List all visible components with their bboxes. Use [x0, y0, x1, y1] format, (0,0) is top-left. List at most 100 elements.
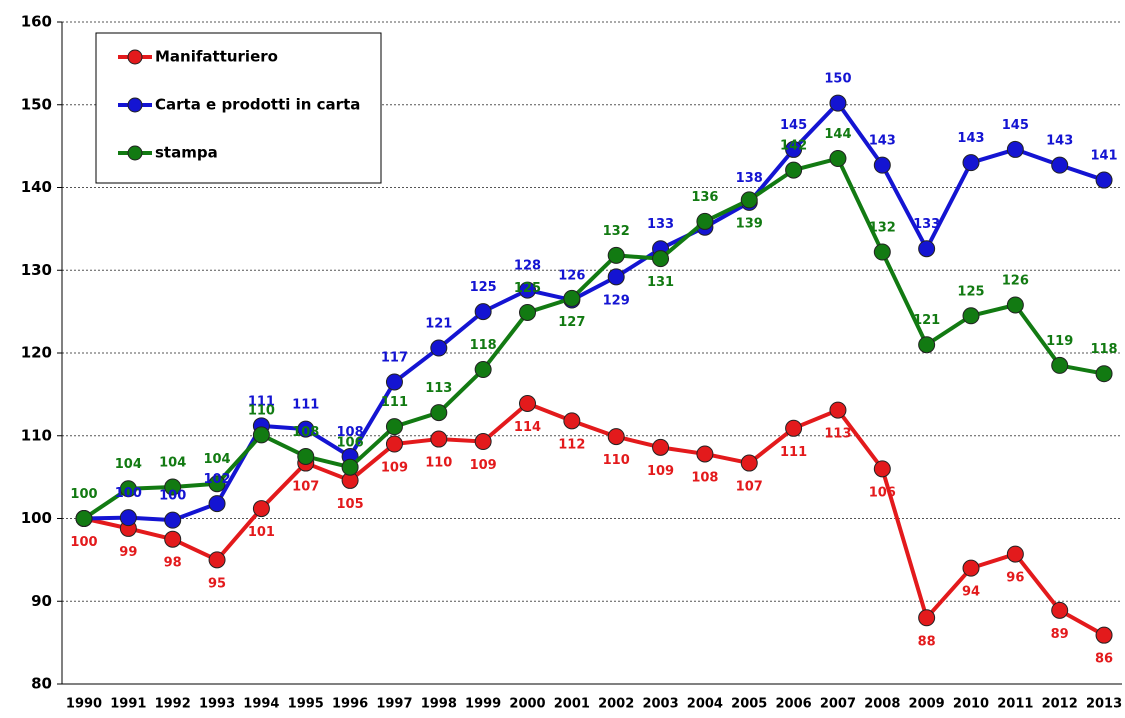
x-tick-label: 2001	[554, 697, 590, 712]
value-label: 125	[514, 281, 541, 296]
x-tick-label: 1999	[465, 697, 501, 712]
marker	[563, 289, 581, 307]
marker	[1095, 365, 1113, 383]
marker	[474, 303, 492, 321]
y-tick-label: 160	[21, 13, 52, 31]
marker	[918, 336, 936, 354]
marker	[607, 246, 625, 264]
value-label: 106	[869, 485, 896, 500]
x-tick-label: 2010	[953, 697, 989, 712]
marker	[164, 530, 182, 548]
marker	[785, 140, 803, 158]
value-label: 127	[558, 315, 585, 330]
value-label: 132	[603, 224, 630, 239]
marker	[474, 433, 492, 451]
marker	[164, 478, 182, 496]
marker	[918, 609, 936, 627]
value-label: 108	[292, 425, 319, 440]
y-tick-label: 100	[21, 509, 52, 527]
marker	[607, 268, 625, 286]
value-label: 104	[115, 457, 142, 472]
x-tick-label: 1991	[110, 697, 146, 712]
value-label: 121	[425, 317, 452, 332]
y-tick-label: 120	[21, 344, 52, 362]
y-tick-label: 90	[31, 592, 52, 610]
marker	[341, 458, 359, 476]
marker	[519, 303, 536, 321]
x-tick-label: 2013	[1086, 697, 1122, 712]
value-label: 150	[824, 72, 851, 87]
value-label: 98	[164, 556, 182, 571]
marker	[1051, 356, 1069, 374]
value-label: 143	[1046, 134, 1073, 149]
value-label: 143	[869, 134, 896, 149]
value-label: 100	[159, 489, 186, 504]
marker	[1051, 156, 1069, 174]
x-tick-label: 1995	[288, 697, 324, 712]
value-label: 101	[248, 525, 275, 540]
x-tick-label: 2005	[731, 697, 767, 712]
marker	[430, 430, 448, 448]
value-label: 131	[647, 275, 674, 290]
value-label: 109	[381, 461, 408, 476]
x-tick-label: 2007	[820, 697, 856, 712]
value-label: 107	[292, 480, 319, 495]
marker	[474, 361, 492, 379]
value-label: 107	[736, 480, 763, 495]
value-label: 125	[957, 284, 984, 299]
legend-label: Carta e prodotti in carta	[155, 96, 360, 114]
value-label: 129	[603, 293, 630, 308]
x-tick-label: 1996	[332, 697, 368, 712]
marker	[1051, 601, 1069, 619]
value-label: 110	[603, 453, 630, 468]
x-tick-label: 2003	[642, 697, 678, 712]
marker	[252, 500, 270, 518]
value-label: 108	[337, 425, 364, 440]
value-label: 104	[159, 456, 186, 471]
marker	[297, 420, 315, 438]
value-label: 118	[1090, 342, 1117, 357]
marker	[1095, 626, 1113, 644]
x-tick-label: 1998	[421, 697, 457, 712]
value-label: 110	[248, 403, 275, 418]
marker	[430, 339, 448, 357]
x-tick-label: 2012	[1042, 697, 1078, 712]
value-label: 139	[736, 216, 763, 231]
marker	[119, 480, 137, 498]
y-tick-label: 150	[21, 95, 52, 113]
value-label: 104	[203, 452, 230, 467]
value-label: 111	[292, 398, 319, 413]
marker	[740, 191, 758, 209]
value-label: 96	[1006, 571, 1024, 586]
series-line	[82, 156, 1105, 521]
marker	[962, 559, 980, 577]
x-tick-label: 2000	[509, 697, 545, 712]
marker	[873, 156, 891, 174]
value-label: 118	[470, 338, 497, 353]
value-label: 136	[691, 190, 718, 205]
marker	[297, 447, 315, 465]
marker	[385, 373, 403, 391]
marker	[208, 475, 226, 493]
value-label: 128	[514, 259, 541, 274]
marker	[607, 428, 625, 446]
marker	[519, 394, 536, 412]
marker	[829, 94, 847, 112]
marker	[208, 551, 226, 569]
value-label: 95	[208, 576, 226, 591]
value-label: 113	[824, 427, 851, 442]
value-label: 113	[425, 381, 452, 396]
value-label: 109	[470, 458, 497, 473]
x-tick-label: 2002	[598, 697, 634, 712]
value-label: 125	[470, 280, 497, 295]
marker	[652, 438, 670, 456]
value-label: 121	[913, 313, 940, 328]
value-label: 89	[1051, 627, 1069, 642]
value-label: 117	[381, 350, 408, 365]
value-label: 138	[736, 171, 763, 186]
marker	[962, 307, 980, 325]
x-tick-label: 2011	[997, 697, 1033, 712]
x-tick-label: 1994	[243, 697, 279, 712]
marker	[785, 161, 803, 179]
